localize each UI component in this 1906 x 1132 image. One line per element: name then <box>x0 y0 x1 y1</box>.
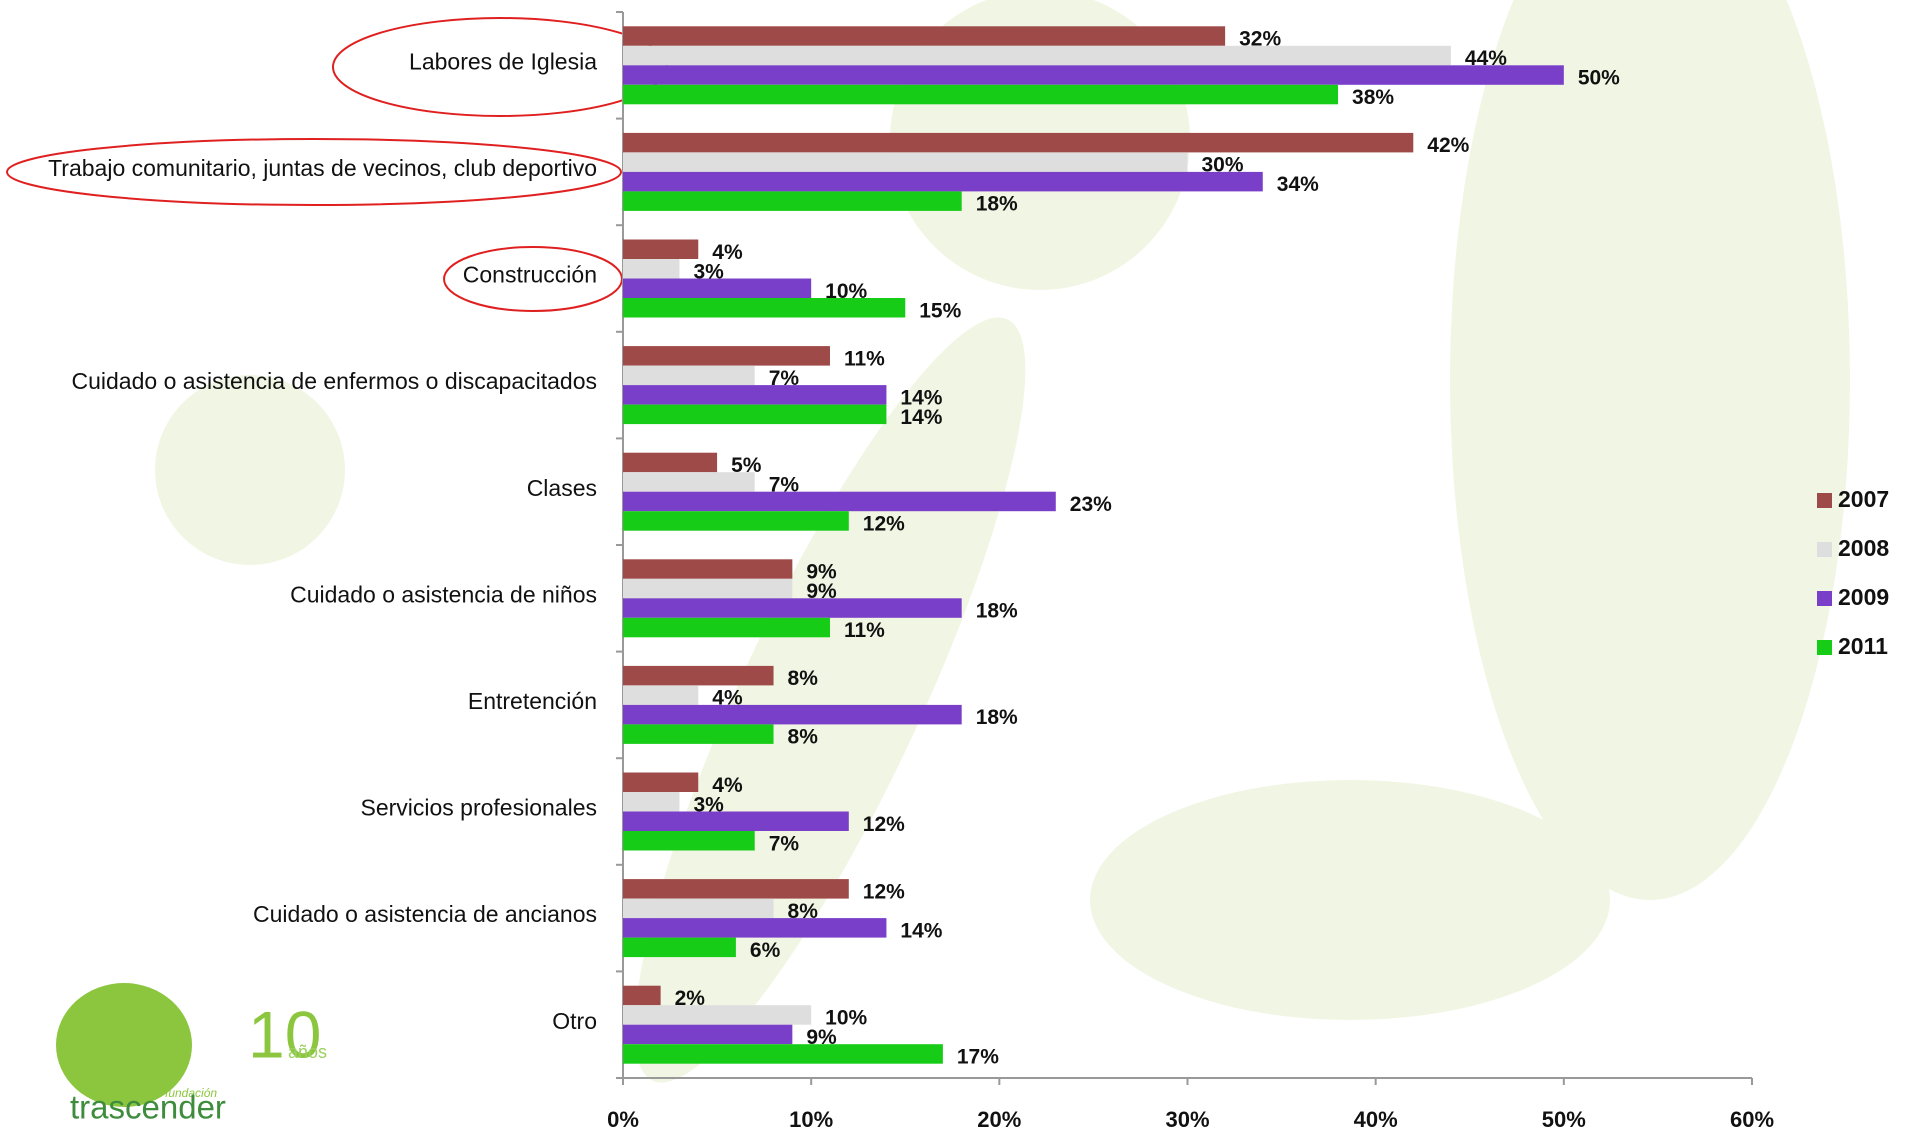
bar <box>623 918 886 938</box>
bar <box>623 298 905 318</box>
x-tick-label: 20% <box>977 1107 1021 1132</box>
bar <box>623 618 830 638</box>
value-label: 34% <box>1277 173 1319 196</box>
bar <box>623 26 1225 46</box>
chart: 10 años fundación trascender 0% 10% 20% 30%… <box>0 0 1906 1132</box>
bar <box>623 191 962 211</box>
legend-swatch <box>1817 542 1832 557</box>
bar <box>623 472 755 492</box>
x-tick-label: 30% <box>1165 1107 1209 1132</box>
bar <box>623 46 1451 66</box>
bar <box>623 85 1338 105</box>
legend-label: 2008 <box>1838 535 1889 561</box>
value-label: 11% <box>844 619 885 642</box>
category-label: Cuidado o asistencia de enfermos o disca… <box>72 368 598 394</box>
legend-swatch <box>1817 640 1832 655</box>
bar <box>623 1025 792 1045</box>
category-label: Trabajo comunitario, juntas de vecinos, … <box>48 155 597 181</box>
category-label: Servicios profesionales <box>360 795 597 821</box>
x-tick-label: 0% <box>607 1107 639 1132</box>
bar <box>623 899 774 919</box>
bar <box>623 666 774 686</box>
bar <box>623 366 755 386</box>
value-label: 18% <box>976 600 1018 623</box>
value-label: 14% <box>900 919 942 942</box>
bar <box>623 773 698 793</box>
category-label: Cuidado o asistencia de ancianos <box>253 901 597 927</box>
bar <box>623 724 774 744</box>
value-label: 42% <box>1427 134 1469 157</box>
bar <box>623 598 962 618</box>
x-tick-label: 10% <box>789 1107 833 1132</box>
category-label: Labores de Iglesia <box>409 48 597 74</box>
x-tick-label: 60% <box>1730 1107 1774 1132</box>
value-label: 17% <box>957 1045 999 1068</box>
bar <box>623 705 962 725</box>
category-label: Entretención <box>468 688 597 714</box>
bar <box>623 240 698 260</box>
bar <box>623 133 1413 153</box>
value-label: 7% <box>769 832 800 855</box>
legend-label: 2007 <box>1838 486 1889 512</box>
category-label: Otro <box>552 1008 597 1034</box>
value-label: 6% <box>750 939 781 962</box>
value-label: 14% <box>900 406 942 429</box>
value-label: 12% <box>863 880 905 903</box>
bar <box>623 986 661 1006</box>
bar <box>623 279 811 299</box>
legend-swatch <box>1817 493 1832 508</box>
bar <box>623 559 792 579</box>
legend-label: 2009 <box>1838 584 1889 610</box>
bar <box>623 453 717 473</box>
x-tick-label: 40% <box>1354 1107 1398 1132</box>
category-label: Cuidado o asistencia de niños <box>290 581 597 607</box>
logo-suffix: años <box>288 1042 327 1062</box>
bar <box>623 385 886 405</box>
bar <box>623 1005 811 1024</box>
bar <box>623 938 736 958</box>
value-label: 12% <box>863 813 905 836</box>
legend-swatch <box>1817 591 1832 606</box>
bar <box>623 812 849 832</box>
bar <box>623 831 755 851</box>
value-label: 15% <box>919 299 961 322</box>
bar <box>623 511 849 531</box>
category-label: Clases <box>527 475 597 501</box>
value-label: 50% <box>1578 67 1620 90</box>
category-label: Construcción <box>463 262 597 288</box>
value-label: 12% <box>863 512 905 535</box>
bar <box>623 492 1056 512</box>
x-tick-label: 50% <box>1542 1107 1586 1132</box>
bar <box>623 346 830 366</box>
bar <box>623 172 1263 192</box>
bar <box>623 579 792 599</box>
value-label: 8% <box>788 726 819 749</box>
logo-name: trascender <box>70 1089 226 1126</box>
legend-label: 2011 <box>1838 633 1888 659</box>
value-label: 18% <box>976 706 1018 729</box>
bar <box>623 792 679 812</box>
value-label: 11% <box>844 347 885 370</box>
bar <box>623 685 698 705</box>
value-label: 23% <box>1070 493 1112 516</box>
value-label: 38% <box>1352 86 1394 109</box>
bar <box>623 879 849 899</box>
bar <box>623 405 886 425</box>
value-label: 8% <box>788 667 819 690</box>
value-label: 18% <box>976 193 1018 216</box>
logo: 10 años fundación trascender <box>56 983 327 1126</box>
bar <box>623 1044 943 1064</box>
bar <box>623 259 679 279</box>
bar <box>623 152 1188 172</box>
bar <box>623 65 1564 85</box>
